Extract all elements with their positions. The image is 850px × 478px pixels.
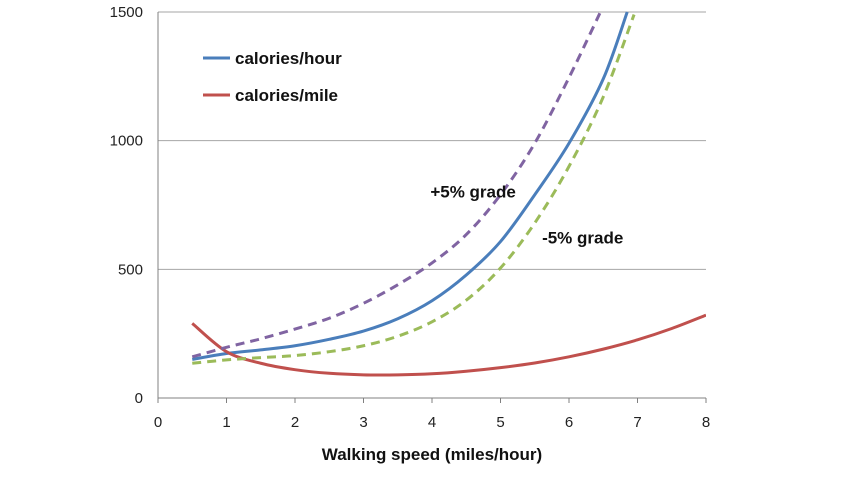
- x-tick-label: 6: [565, 414, 573, 431]
- y-tick-label: 1500: [110, 4, 143, 21]
- series-plus5-grade: [191, 12, 602, 359]
- x-tick-label: 7: [633, 414, 641, 431]
- series-minus5-grade: [192, 14, 636, 365]
- annotation-label: -5% grade: [542, 229, 623, 248]
- series-calories-per-hour: [191, 11, 629, 361]
- annotation-label: +5% grade: [430, 182, 516, 201]
- series-lines: [191, 11, 706, 377]
- x-tick-label: 1: [222, 414, 230, 431]
- axes: 0 500 1000 1500 0 1 2 3 4 5 6 7 8: [110, 4, 711, 431]
- gridlines: [158, 11, 706, 270]
- series-calories-per-mile: [191, 313, 706, 377]
- y-tick-label: 500: [118, 261, 143, 278]
- y-tick-label: 1000: [110, 133, 143, 150]
- legend: calories/hour calories/mile: [203, 49, 342, 105]
- x-tick-label: 8: [702, 414, 710, 431]
- x-tick-label: 3: [359, 414, 367, 431]
- y-tick-label: 0: [135, 390, 143, 407]
- annotations: +5% grade -5% grade: [430, 182, 623, 247]
- x-tick-label: 5: [496, 414, 504, 431]
- x-axis-title: Walking speed (miles/hour): [322, 445, 542, 464]
- legend-label: calories/hour: [235, 49, 342, 68]
- x-tick-label: 0: [154, 414, 162, 431]
- legend-label: calories/mile: [235, 86, 338, 105]
- x-tick-label: 2: [291, 414, 299, 431]
- x-tick-label: 4: [428, 414, 436, 431]
